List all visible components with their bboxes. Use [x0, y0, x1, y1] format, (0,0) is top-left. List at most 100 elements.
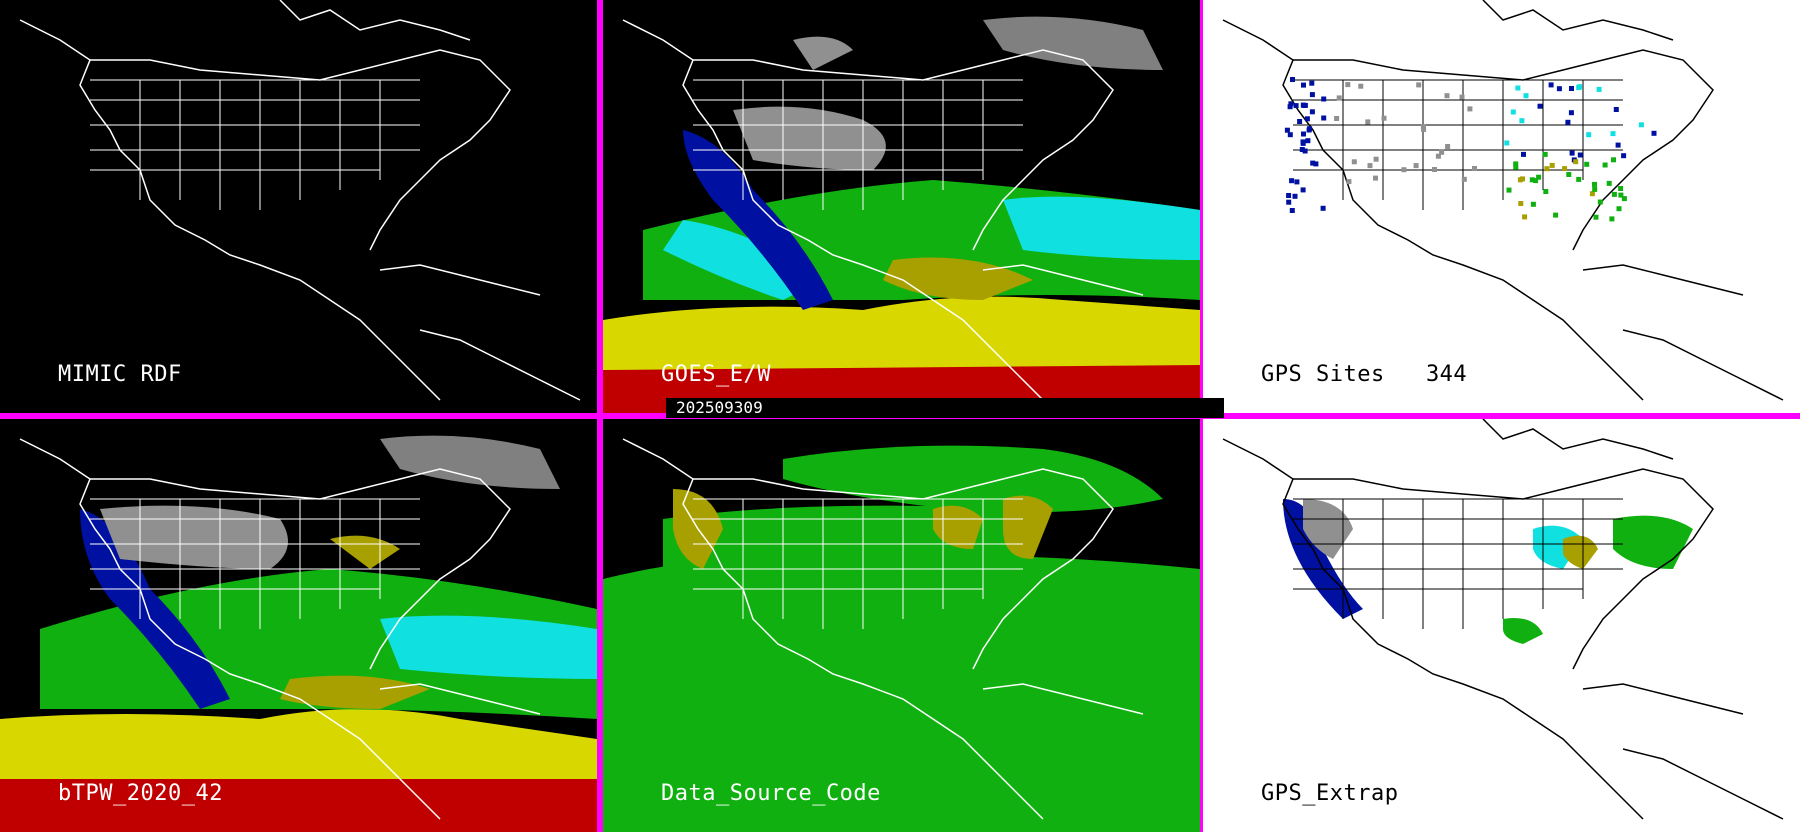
gps-site-marker — [1621, 153, 1627, 159]
coastline — [693, 468, 1114, 670]
coastline — [1222, 438, 1644, 820]
gps-site-marker — [1537, 103, 1543, 109]
gps-site-marker — [1421, 126, 1427, 132]
gps-site-marker — [1609, 216, 1615, 222]
gps-site-marker — [1459, 94, 1465, 100]
coastline — [90, 468, 511, 670]
coastline — [1582, 683, 1744, 715]
gps-site-marker — [1533, 178, 1539, 184]
gps-site-marker — [1573, 159, 1579, 165]
state-borders — [1293, 79, 1623, 210]
gps-site-marker — [1367, 163, 1373, 169]
gps-site-marker — [1610, 131, 1616, 137]
gps-site-marker — [1288, 101, 1294, 107]
field-olive — [1563, 535, 1598, 569]
gps-site-marker — [1321, 96, 1327, 102]
panel-label: Data_Source_Code — [661, 781, 881, 806]
coastline — [1622, 748, 1784, 820]
gps-site-marker — [1309, 80, 1315, 86]
gps-site-marker — [1284, 127, 1290, 133]
coastline — [419, 329, 581, 401]
coastline — [1293, 49, 1714, 251]
map-data-source-code — [603, 438, 1200, 832]
gps-site-marker — [1584, 161, 1590, 167]
gps-site-marker — [1592, 181, 1597, 187]
state-borders — [90, 498, 420, 629]
gps-site-marker — [1299, 147, 1305, 152]
field-gray — [380, 435, 560, 489]
gps-site-marker — [1515, 85, 1521, 91]
gps-site-marker — [1553, 212, 1559, 218]
panel-goes-ew: GOES_E/W — [603, 0, 1200, 413]
gps-site-marker — [1569, 86, 1574, 91]
field-gray — [793, 36, 853, 70]
gps-site-marker — [1651, 130, 1657, 136]
gps-site-marker — [1293, 103, 1299, 109]
gps-site-marker — [1613, 107, 1619, 112]
coastline — [622, 438, 1044, 820]
field-olive — [1003, 495, 1053, 559]
gps-site-marker — [1506, 187, 1512, 193]
map-goes-ew — [603, 16, 1200, 413]
gps-site-marker — [1618, 186, 1624, 191]
coastline — [1622, 329, 1784, 401]
gps-site-marker — [1321, 115, 1327, 121]
coastline — [622, 19, 1044, 401]
gps-site-marker — [1320, 205, 1326, 211]
state-borders — [693, 79, 1023, 210]
gps-site-marker — [1287, 104, 1293, 110]
field-olive — [280, 675, 430, 709]
gps-site-marker — [1513, 161, 1519, 167]
gps-site-marker — [1304, 116, 1310, 122]
gps-site-marker — [1611, 157, 1616, 163]
coastline — [379, 264, 541, 296]
gps-site-markers — [1284, 77, 1657, 222]
gps-site-marker — [1562, 166, 1568, 172]
field-green — [603, 555, 1200, 832]
gps-site-marker — [1305, 138, 1311, 144]
gps-site-marker — [1373, 175, 1378, 181]
gps-site-marker — [1589, 191, 1595, 197]
gps-site-marker — [1309, 109, 1315, 115]
panel-label: GOES_E/W — [661, 362, 771, 387]
panel-btpw: bTPW_2020_42 — [0, 419, 597, 832]
gps-site-marker — [1461, 176, 1467, 182]
gps-site-marker — [1310, 160, 1316, 166]
gps-site-marker — [1301, 82, 1306, 88]
coastline — [1222, 19, 1644, 401]
gps-site-marker — [1287, 132, 1293, 138]
coastline — [1582, 264, 1744, 296]
field-green — [1503, 618, 1543, 644]
field-olive — [933, 505, 983, 549]
gps-site-marker — [1586, 132, 1592, 138]
gps-site-marker — [1504, 140, 1510, 146]
gps-site-marker — [1529, 177, 1535, 183]
panel-mimic-rdf: MIMIC RDF — [0, 0, 597, 413]
gps-site-marker — [1297, 119, 1303, 124]
gps-site-marker — [1432, 167, 1437, 172]
panel-label: MIMIC RDF — [58, 362, 182, 387]
gps-site-marker — [1548, 82, 1554, 88]
gps-site-marker — [1439, 149, 1445, 155]
gps-site-marker — [1300, 139, 1306, 145]
gps-site-marker — [1523, 93, 1529, 99]
gps-site-marker — [1530, 201, 1536, 207]
field-gray — [733, 106, 886, 170]
gps-site-marker — [1597, 199, 1603, 205]
gps-site-marker — [1472, 166, 1477, 171]
gps-site-marker — [1621, 196, 1627, 202]
panel-label: GPS Sites 344 — [1261, 362, 1468, 387]
gps-site-marker — [1301, 103, 1307, 108]
coastline — [1482, 419, 1674, 460]
map-mimic-rdf — [19, 0, 581, 401]
panel-gps-sites: GPS Sites 344 — [1203, 0, 1800, 413]
gps-site-marker — [1416, 82, 1422, 88]
gps-site-marker — [1576, 85, 1582, 91]
coastline — [19, 19, 441, 401]
gps-site-marker — [1351, 159, 1357, 165]
gps-site-marker — [1358, 83, 1364, 89]
gps-site-marker — [1606, 180, 1612, 186]
gps-site-marker — [1309, 92, 1315, 98]
gps-site-marker — [1513, 164, 1519, 170]
